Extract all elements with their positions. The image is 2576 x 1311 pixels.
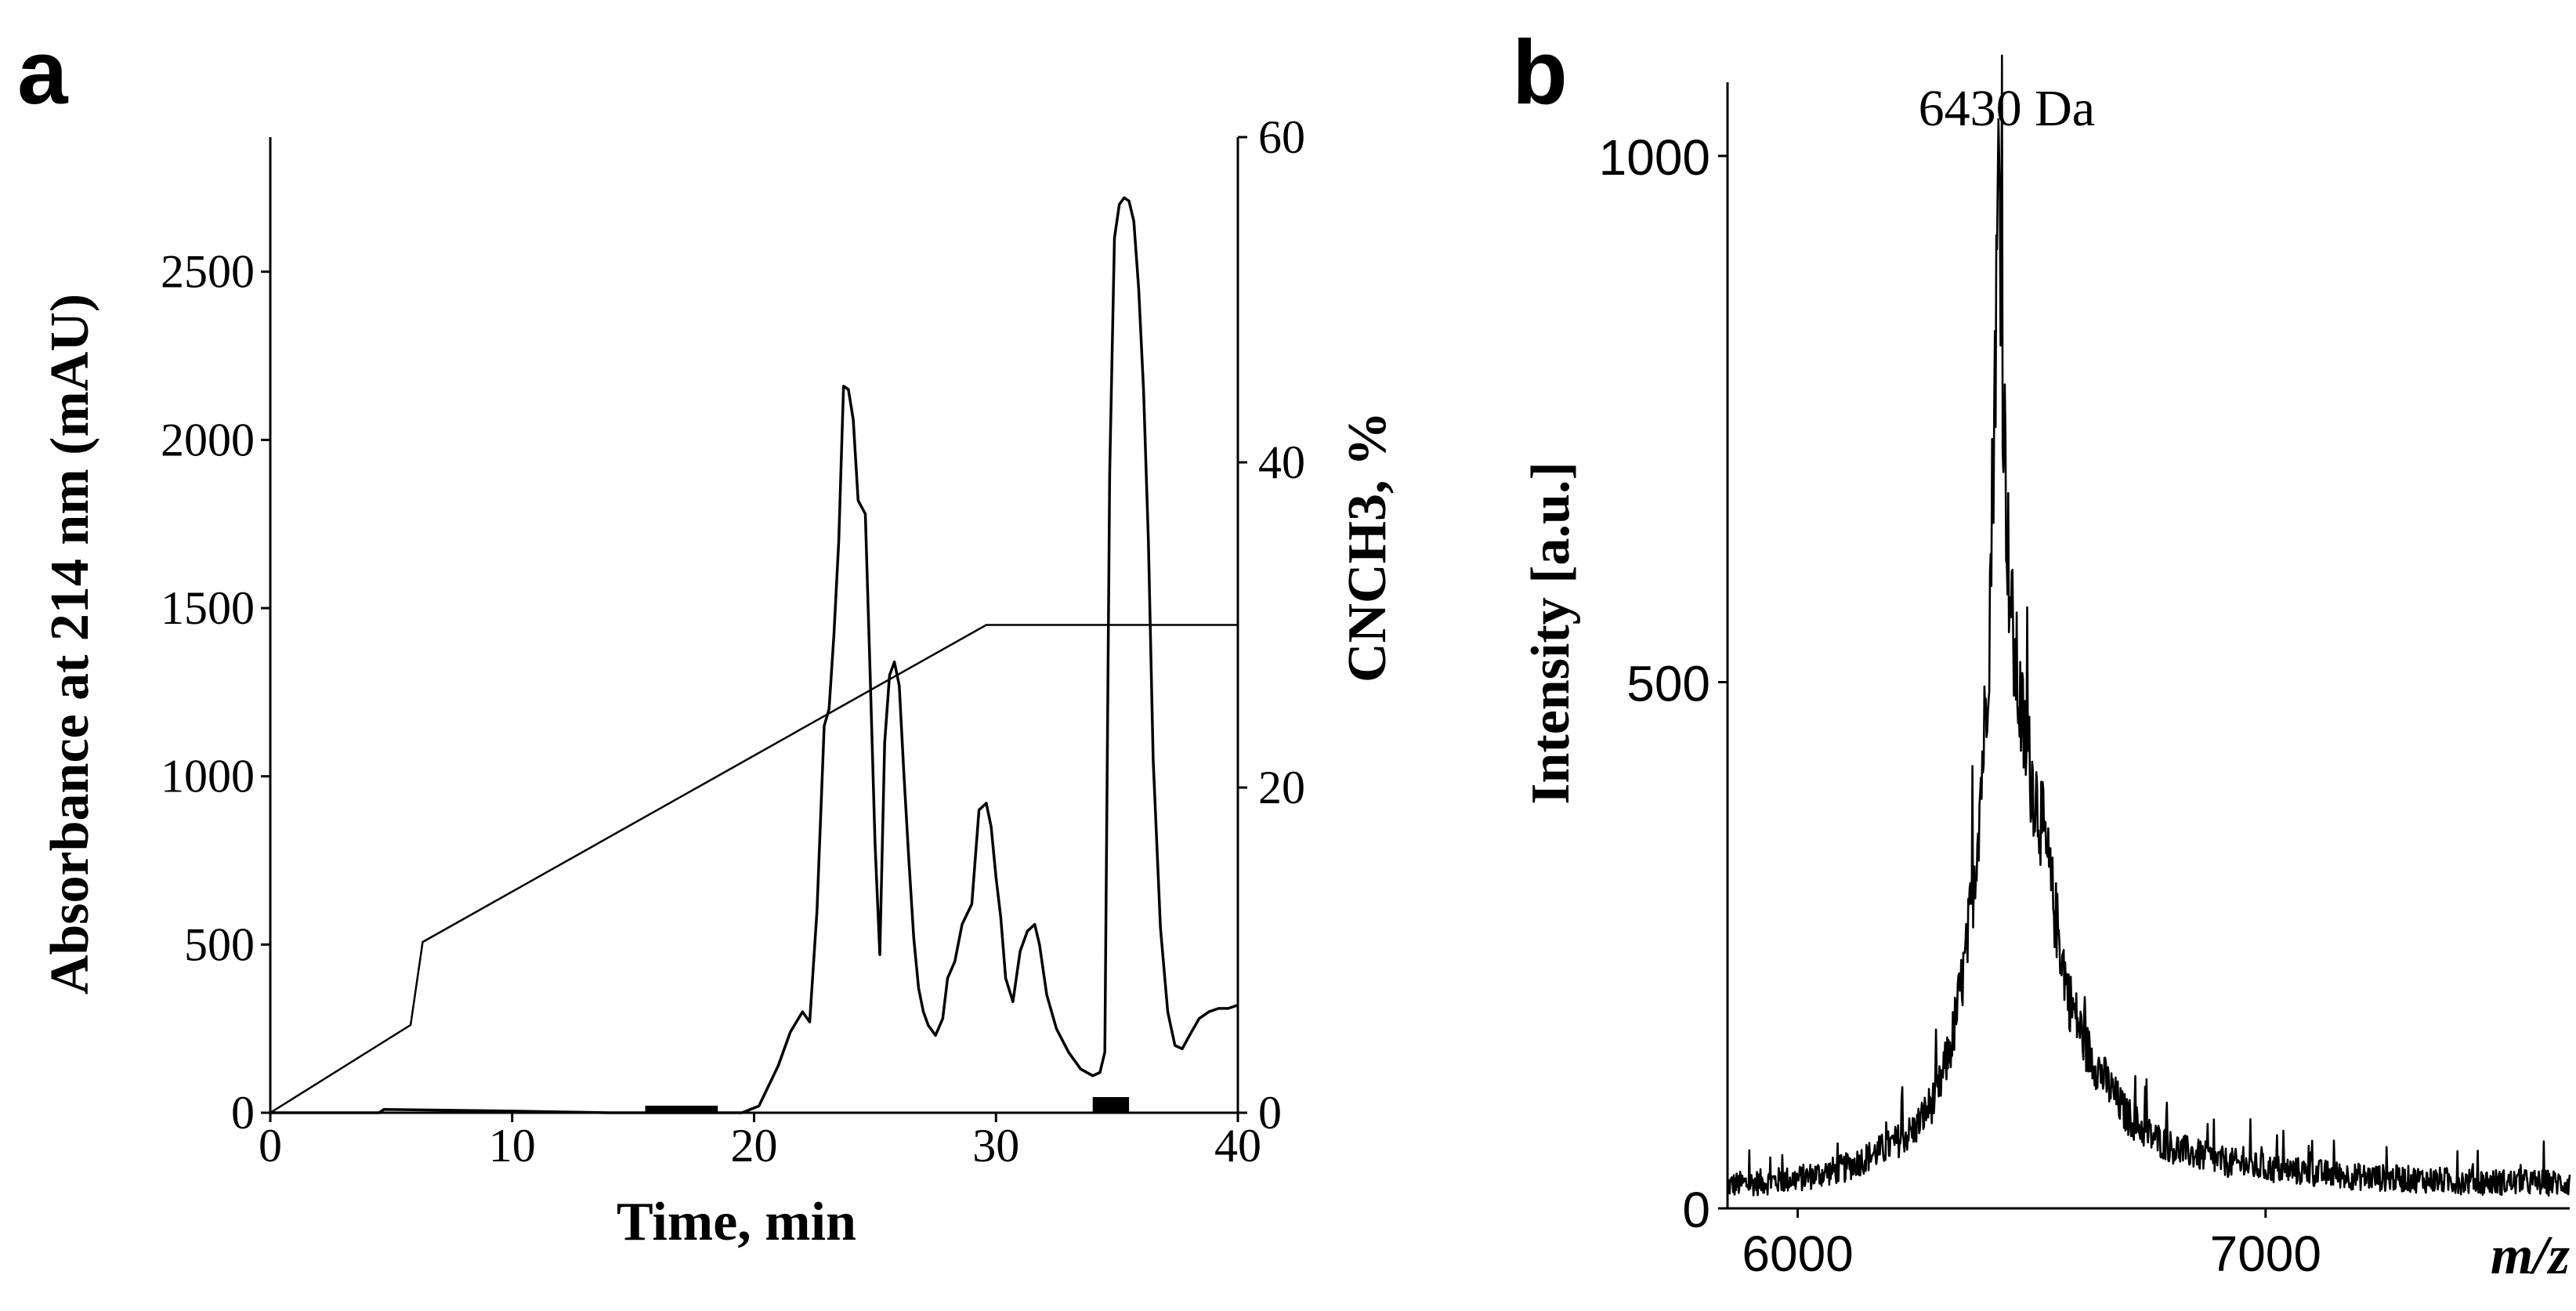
x-axis-title-a: Time, min xyxy=(617,1192,856,1252)
y-tick-label-a: 2500 xyxy=(161,246,255,298)
y-tick-label-b: 0 xyxy=(1682,1182,1710,1238)
y-tick-label-a: 1000 xyxy=(161,751,255,802)
peak-annotation: 6430 Da xyxy=(1919,80,2095,137)
x-tick-label-b: 6000 xyxy=(1742,1226,1853,1282)
y-tick-label-b: 500 xyxy=(1626,656,1710,712)
x-tick-label-a: 20 xyxy=(731,1120,778,1172)
collected-fraction-bar xyxy=(645,1106,718,1113)
panel-b-marks xyxy=(1727,54,2571,1197)
panel-letter-b: b xyxy=(1512,21,1568,123)
panel-letter-a: a xyxy=(17,21,69,123)
y2-tick-label-a: 40 xyxy=(1258,436,1305,488)
y-tick-label-a: 0 xyxy=(231,1087,255,1139)
x-tick-label-a: 30 xyxy=(972,1120,1019,1172)
y2-axis-title-a: CNCH3, % xyxy=(1337,411,1398,683)
y-tick-label-b: 1000 xyxy=(1599,129,1710,186)
y-tick-label-a: 500 xyxy=(184,918,255,970)
x-tick-label-a: 0 xyxy=(259,1120,282,1172)
collected-fraction-bar xyxy=(1092,1097,1130,1113)
y2-tick-label-a: 20 xyxy=(1258,762,1305,813)
x-tick-label-a: 40 xyxy=(1214,1120,1261,1172)
y2-tick-label-a: 60 xyxy=(1258,111,1305,163)
x-tick-label-a: 10 xyxy=(489,1120,536,1172)
x-axis-title-b: m/z xyxy=(2491,1226,2570,1286)
acetonitrile-gradient-line xyxy=(270,624,1238,1114)
y-tick-label-a: 2000 xyxy=(161,414,255,465)
mass-spectrum-trace xyxy=(1727,54,2571,1197)
x-tick-label-b: 7000 xyxy=(2210,1226,2321,1282)
y-axis-title-a: Absorbance at 214 nm (mAU) xyxy=(40,294,100,994)
y-axis-title-b: Intensity [a.u.] xyxy=(1521,462,1581,805)
y2-tick-label-a: 0 xyxy=(1258,1087,1282,1139)
panel-a-marks xyxy=(270,196,1239,1114)
panel-b-ticks: 6000 7000 0 500 1000 xyxy=(1599,129,2321,1282)
absorbance-trace xyxy=(270,196,1239,1114)
y-tick-label-a: 1500 xyxy=(161,582,255,634)
panel-b-axes xyxy=(1726,82,2570,1210)
